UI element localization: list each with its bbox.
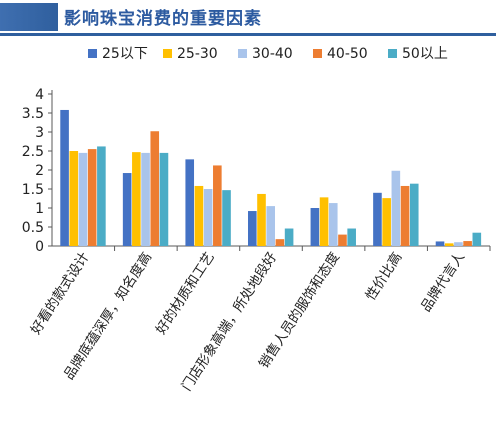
bar <box>266 206 275 246</box>
title-accent-block <box>0 3 58 31</box>
bar <box>444 243 454 246</box>
y-tick-label: 4 <box>35 87 44 103</box>
bar <box>382 198 391 246</box>
bar <box>132 152 141 246</box>
bar <box>391 170 401 246</box>
bar <box>203 189 213 246</box>
x-category-label: 品牌代言人 <box>417 249 468 315</box>
title-underline <box>0 33 496 36</box>
bar <box>347 228 356 246</box>
legend-label: 50以上 <box>402 46 448 62</box>
bar <box>284 228 294 246</box>
legend-swatch <box>238 49 247 58</box>
bar <box>319 197 329 246</box>
y-tick-label: 0 <box>35 239 44 255</box>
chart-title: 影响珠宝消费的重要因素 <box>64 9 262 29</box>
bar <box>400 185 410 246</box>
y-tick-label: 2.5 <box>22 144 44 160</box>
legend-label: 25以下 <box>102 46 148 62</box>
y-tick-label: 2 <box>35 163 44 179</box>
bar <box>69 151 79 246</box>
x-category-label: 性价比高 <box>362 249 406 304</box>
bar <box>141 152 150 246</box>
x-category-label: 好的材质和工艺 <box>153 249 218 337</box>
bar <box>463 241 472 246</box>
bar <box>248 211 257 246</box>
y-tick-label: 1.5 <box>22 182 44 198</box>
bar <box>194 185 204 246</box>
y-tick-label: 0.5 <box>22 220 44 236</box>
bar <box>373 192 382 246</box>
legend-label: 40-50 <box>327 46 368 62</box>
bar <box>185 159 195 246</box>
bar <box>328 203 338 246</box>
bar <box>409 183 419 246</box>
bar <box>159 152 169 246</box>
bar <box>472 232 482 246</box>
bar <box>222 190 231 246</box>
bar <box>338 234 347 246</box>
legend-label: 30-40 <box>252 46 293 62</box>
legend-label: 25-30 <box>177 46 218 62</box>
bar <box>275 239 285 246</box>
title-bar: 影响珠宝消费的重要因素 <box>0 0 496 36</box>
bar <box>97 146 106 246</box>
legend-swatch <box>88 49 97 58</box>
bar <box>87 149 97 246</box>
bar <box>78 152 88 246</box>
legend-swatch <box>313 49 322 58</box>
legend-swatch <box>163 49 172 58</box>
y-tick-label: 1 <box>35 201 44 217</box>
bar <box>122 173 132 246</box>
x-category-label: 好看的款式设计 <box>28 249 93 337</box>
y-tick-label: 3 <box>35 125 44 141</box>
bar <box>257 193 266 246</box>
bar <box>435 241 445 246</box>
bar <box>150 131 160 246</box>
bar <box>213 165 222 246</box>
bar <box>310 208 320 246</box>
bar <box>60 109 69 247</box>
bar <box>454 242 463 246</box>
legend-swatch <box>388 49 397 58</box>
y-tick-label: 3.5 <box>22 106 44 122</box>
